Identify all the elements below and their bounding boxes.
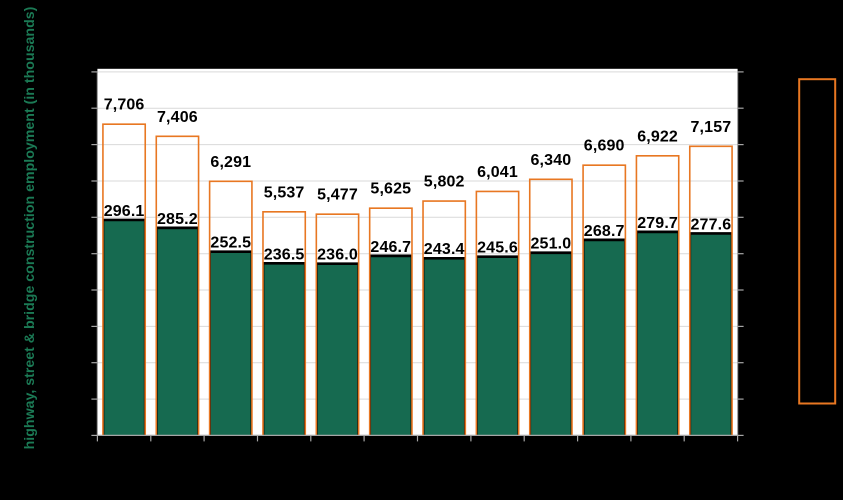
svg-text:5,537: 5,537: [264, 184, 305, 201]
svg-text:6,291: 6,291: [210, 154, 251, 171]
svg-text:6,041: 6,041: [477, 164, 518, 181]
svg-text:7,706: 7,706: [104, 97, 145, 114]
svg-text:268.7: 268.7: [584, 223, 625, 240]
svg-text:243.4: 243.4: [424, 241, 465, 258]
svg-text:highway, street & bridge const: highway, street & bridge construction em…: [22, 6, 38, 449]
svg-text:5,802: 5,802: [424, 174, 465, 191]
svg-text:285.2: 285.2: [157, 211, 198, 228]
svg-text:252.5: 252.5: [210, 235, 251, 252]
svg-text:296.1: 296.1: [104, 203, 145, 220]
svg-text:6,922: 6,922: [637, 128, 678, 145]
svg-text:236.0: 236.0: [317, 247, 358, 264]
svg-text:5,625: 5,625: [370, 181, 411, 198]
svg-text:5,477: 5,477: [317, 187, 358, 204]
svg-text:279.7: 279.7: [637, 215, 678, 232]
svg-text:6,340: 6,340: [531, 152, 572, 169]
svg-text:251.0: 251.0: [531, 236, 572, 253]
svg-text:277.6: 277.6: [691, 216, 732, 233]
svg-text:246.7: 246.7: [370, 239, 411, 256]
svg-text:6,690: 6,690: [584, 138, 625, 155]
svg-text:7,157: 7,157: [691, 119, 732, 136]
svg-text:236.5: 236.5: [264, 246, 305, 263]
svg-text:245.6: 245.6: [477, 240, 518, 257]
svg-text:7,406: 7,406: [157, 109, 198, 126]
